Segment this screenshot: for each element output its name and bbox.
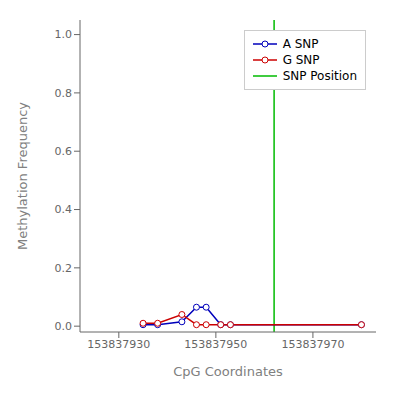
svg-text:1.0: 1.0 [55, 28, 73, 41]
svg-text:153837950: 153837950 [184, 338, 247, 351]
svg-text:153837970: 153837970 [281, 338, 344, 351]
html-text:SNP Position: SNP Position [282, 69, 357, 83]
svg-text:0.0: 0.0 [55, 320, 73, 333]
svg-text:0.6: 0.6 [55, 145, 73, 158]
svg-text:153837930: 153837930 [87, 338, 150, 351]
svg-text:0.4: 0.4 [55, 203, 73, 216]
html-text:A SNP: A SNP [282, 37, 319, 51]
svg-text:0.8: 0.8 [55, 87, 73, 100]
svg-text:Methylation Frequency: Methylation Frequency [15, 102, 30, 250]
html-text:G SNP: G SNP [282, 53, 320, 67]
svg-text:0.2: 0.2 [55, 262, 73, 275]
svg-text:CpG Coordinates: CpG Coordinates [173, 364, 283, 379]
